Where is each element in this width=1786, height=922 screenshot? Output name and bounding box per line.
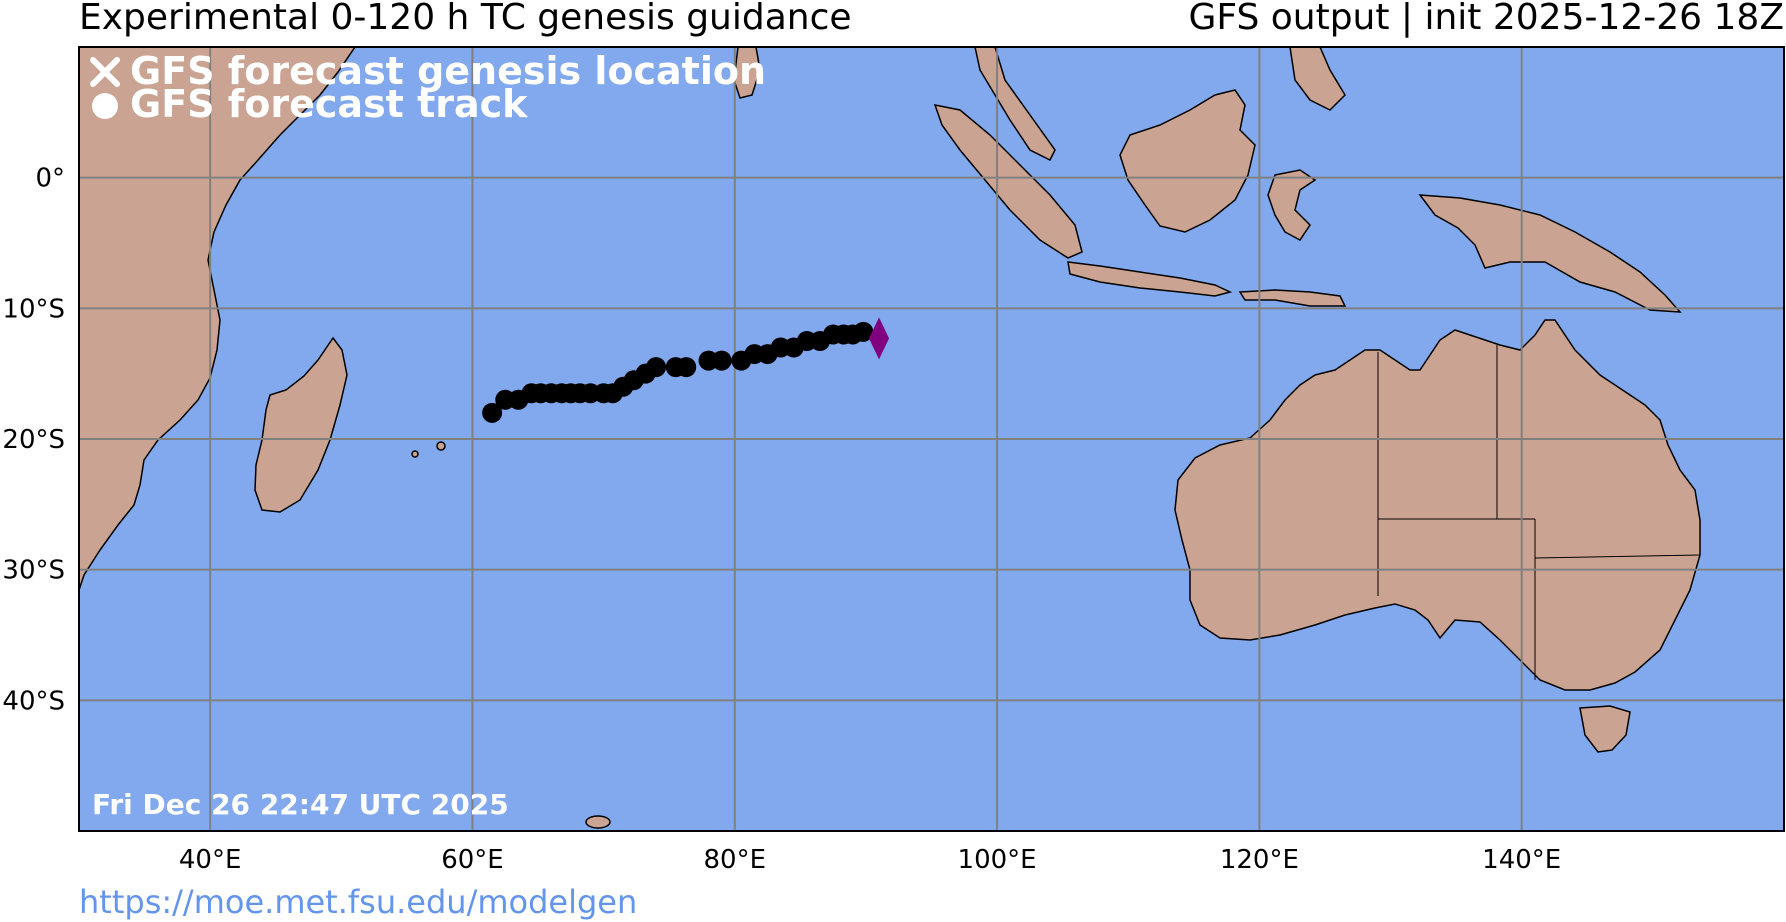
title-right: GFS output | init 2025-12-26 18Z	[1188, 0, 1784, 38]
land-new-guinea	[1418, 194, 1682, 313]
borders-layer	[1377, 345, 1701, 680]
gridlines	[79, 47, 1784, 831]
title-left: Experimental 0-120 h TC genesis guidance	[79, 0, 852, 38]
track-point	[646, 357, 667, 378]
forecast-track	[482, 321, 874, 423]
land-reunion	[436, 441, 446, 451]
x-icon	[90, 57, 120, 87]
land-malay-peninsula	[974, 47, 1056, 162]
track-point	[482, 402, 503, 423]
legend-label-genesis: GFS forecast genesis location	[130, 49, 766, 93]
land-sumatra	[933, 104, 1083, 259]
legend: GFS forecast genesis location GFS foreca…	[90, 49, 766, 126]
x-tick-label: 40°E	[179, 845, 242, 875]
y-tick-label: 40°S	[2, 686, 65, 716]
y-tick-label: 10°S	[2, 294, 65, 324]
genesis-diamond	[869, 317, 890, 360]
land-mauritius	[411, 450, 419, 458]
x-tick-label: 120°E	[1220, 845, 1299, 875]
timestamp: Fri Dec 26 22:47 UTC 2025	[92, 788, 509, 821]
land-australia	[1174, 319, 1701, 691]
source-url[interactable]: https://moe.met.fsu.edu/modelgen	[79, 883, 638, 921]
land-africa	[79, 47, 356, 591]
x-tick-label: 140°E	[1482, 845, 1561, 875]
y-tick-labels: 0° 10°S 20°S 30°S 40°S	[2, 164, 65, 717]
y-tick-label: 0°	[35, 164, 65, 194]
track-point	[676, 357, 697, 378]
y-tick-label: 20°S	[2, 425, 65, 455]
land-borneo	[1119, 89, 1256, 233]
land-java	[1067, 261, 1233, 297]
land-madagascar	[254, 336, 348, 513]
x-tick-label: 60°E	[441, 845, 504, 875]
dot-icon	[92, 93, 118, 119]
land-philippines	[1289, 47, 1346, 111]
track-point	[711, 350, 732, 371]
genesis-marker	[869, 317, 890, 360]
border-qld-nsw	[1534, 554, 1701, 559]
land-kerguelen	[585, 815, 611, 829]
track-point	[853, 321, 874, 342]
map-frame	[78, 46, 1785, 832]
x-tick-label: 80°E	[704, 845, 767, 875]
x-tick-label: 100°E	[958, 845, 1037, 875]
land-layer	[79, 47, 1701, 829]
land-tasmania	[1579, 705, 1631, 753]
y-tick-label: 30°S	[2, 556, 65, 586]
land-lesser-sunda	[1238, 289, 1347, 307]
legend-label-track: GFS forecast track	[130, 82, 528, 126]
x-tick-labels: 40°E 60°E 80°E 100°E 120°E 140°E	[179, 845, 1561, 875]
